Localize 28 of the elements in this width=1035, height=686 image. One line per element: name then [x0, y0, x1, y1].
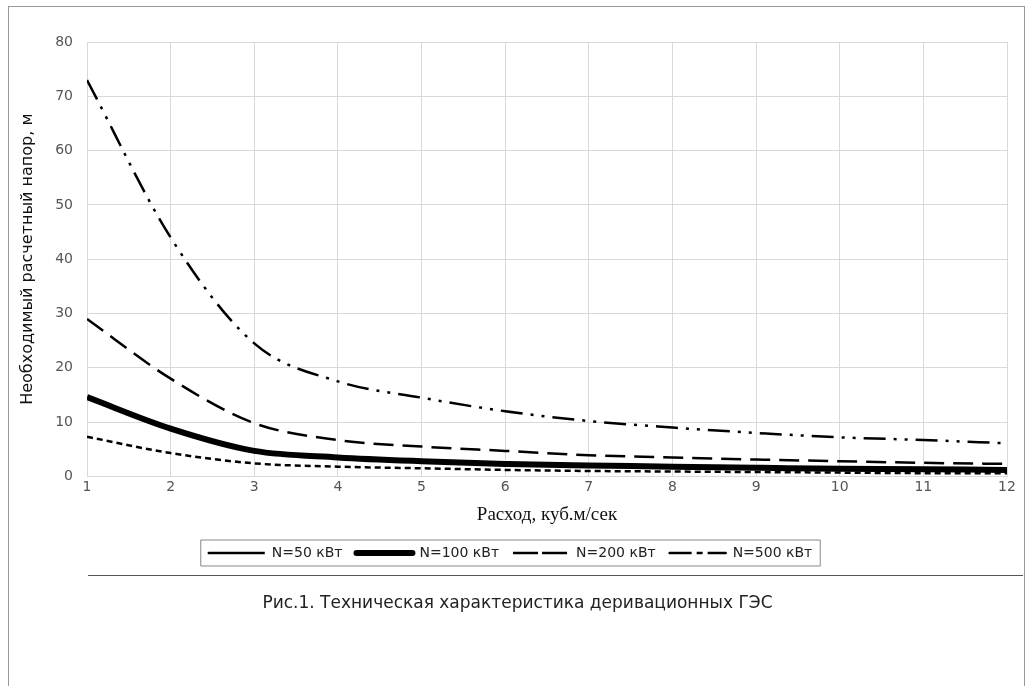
y-tick-label: 40	[55, 249, 74, 266]
y-tick-label: 0	[64, 467, 74, 484]
x-axis-title: Расход, куб.м/сек	[476, 502, 618, 524]
y-tick-label: 20	[55, 358, 74, 375]
text: Рис.1. Техническая характеристика деривационных ГЭС	[261, 592, 774, 612]
x-tick-label: 6	[500, 478, 510, 495]
x-tick-label: 3	[249, 478, 259, 495]
y-tick-label: 30	[55, 304, 74, 321]
y-tick-label: 60	[55, 141, 74, 158]
x-tick-label: 2	[166, 478, 176, 495]
y-tick-label: 50	[55, 195, 74, 212]
x-tick-label: 10	[830, 478, 849, 495]
x-tick-label: 8	[668, 478, 677, 495]
y-tick-label: 10	[55, 412, 74, 429]
x-tick-label: 11	[914, 478, 933, 495]
legend-label: N=100 кВт	[419, 543, 500, 560]
x-tick-label: 5	[417, 478, 427, 495]
x-tick-label: 4	[333, 478, 343, 495]
x-tick-label: 7	[584, 478, 594, 495]
legend-label: N=50 кВт	[271, 543, 343, 560]
x-tick-label: 9	[751, 478, 761, 495]
legend-label: N=500 кВт	[732, 543, 813, 560]
x-tick-label: 1	[82, 478, 92, 495]
x-tick-label: 12	[998, 478, 1016, 495]
legend-label: N=200 кВт	[576, 543, 656, 560]
y-tick-label: 80	[55, 32, 74, 49]
y-axis-title: Необходимый расчетный напор, м	[16, 113, 36, 405]
y-tick-label: 70	[55, 86, 74, 103]
